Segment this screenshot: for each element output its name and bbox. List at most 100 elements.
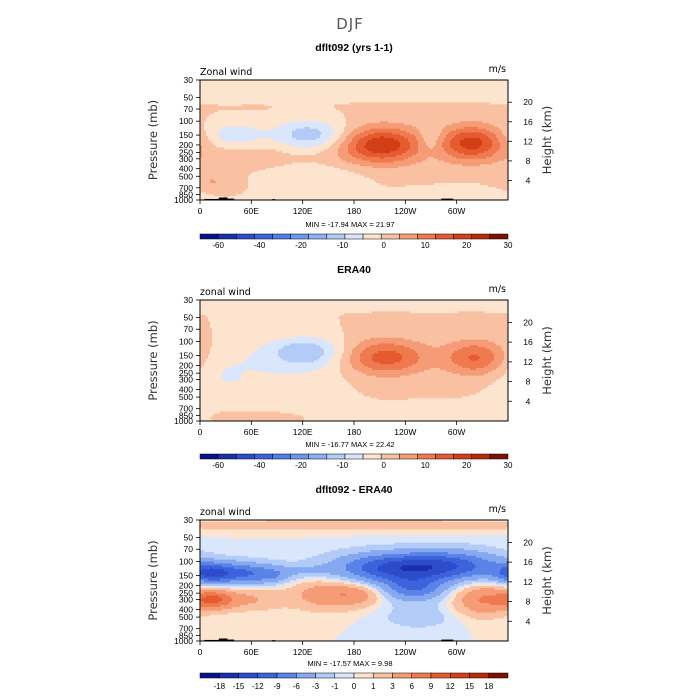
field-cell (308, 132, 311, 135)
field-cell (262, 108, 265, 111)
field-cell (488, 132, 491, 135)
field-cell (232, 110, 235, 113)
field-cell (366, 81, 369, 85)
field-cell (304, 125, 307, 128)
field-cell (424, 126, 427, 130)
field-cell (418, 96, 421, 100)
field-cell (472, 95, 475, 98)
field-cell (350, 83, 353, 87)
field-cell (250, 98, 253, 102)
field-cell (402, 121, 405, 124)
field-cell (228, 138, 231, 141)
field-cell (490, 111, 493, 115)
field-cell (374, 132, 377, 135)
field-cell (474, 104, 477, 107)
field-cell (422, 111, 425, 115)
field-cell (332, 104, 335, 107)
field-cell (306, 126, 309, 130)
field-cell (424, 136, 427, 139)
field-cell (420, 128, 423, 132)
field-cell (288, 115, 291, 119)
field-cell (342, 95, 345, 98)
field-cell (284, 125, 287, 128)
field-cell (304, 128, 307, 132)
field-cell (240, 104, 243, 107)
field-cell (244, 96, 247, 100)
field-cell (226, 134, 229, 137)
field-cell (350, 123, 353, 126)
field-cell (416, 102, 419, 105)
field-cell (350, 128, 353, 132)
field-cell (364, 121, 367, 124)
field-cell (278, 125, 281, 128)
field-cell (470, 85, 473, 89)
field-cell (270, 110, 273, 113)
field-cell (396, 83, 399, 87)
field-cell (332, 100, 335, 104)
field-cell (282, 100, 285, 104)
field-cell (218, 117, 221, 120)
field-cell (498, 95, 501, 98)
field-cell (210, 138, 213, 141)
field-cell (496, 123, 499, 126)
field-cell (248, 87, 251, 90)
field-cell (418, 83, 421, 87)
field-cell (450, 115, 453, 119)
field-cell (274, 91, 277, 94)
field-cell (444, 98, 447, 102)
field-cell (400, 130, 403, 134)
field-cell (448, 100, 451, 104)
field-cell (226, 128, 229, 132)
field-cell (216, 123, 219, 126)
field-cell (226, 91, 229, 94)
field-cell (280, 108, 283, 111)
field-cell (426, 89, 429, 92)
field-cell (318, 113, 321, 117)
field-cell (250, 81, 253, 85)
field-cell (260, 128, 263, 132)
field-cell (290, 87, 293, 90)
field-cell (426, 121, 429, 124)
field-cell (412, 104, 415, 107)
field-cell (498, 98, 501, 102)
field-cell (334, 126, 337, 130)
field-cell (430, 121, 433, 124)
field-cell (478, 87, 481, 90)
field-cell (472, 106, 475, 109)
field-cell (318, 110, 321, 113)
field-cell (268, 85, 271, 89)
field-cell (268, 93, 271, 96)
field-cell (504, 81, 507, 85)
field-cell (506, 115, 508, 119)
field-cell (506, 96, 508, 100)
field-cell (284, 83, 287, 87)
field-cell (306, 136, 309, 139)
field-cell (498, 104, 501, 107)
field-cell (292, 115, 295, 119)
field-cell (314, 111, 317, 115)
field-cell (212, 85, 215, 89)
field-cell (354, 91, 357, 94)
field-cell (412, 100, 415, 104)
field-cell (324, 96, 327, 100)
field-cell (246, 91, 249, 94)
field-cell (348, 125, 351, 128)
field-cell (302, 125, 305, 128)
field-cell (388, 110, 391, 113)
field-cell (340, 115, 343, 119)
field-cell (204, 110, 207, 113)
field-cell (312, 125, 315, 128)
field-cell (316, 81, 319, 85)
field-cell (302, 81, 305, 85)
field-cell (366, 95, 369, 98)
field-cell (404, 91, 407, 94)
field-cell (252, 80, 255, 83)
field-cell (346, 83, 349, 87)
field-cell (342, 121, 345, 124)
field-cell (418, 87, 421, 90)
field-cell (246, 80, 249, 83)
field-cell (276, 96, 279, 100)
field-cell (300, 119, 303, 122)
field-cell (386, 102, 389, 105)
field-cell (244, 108, 247, 111)
